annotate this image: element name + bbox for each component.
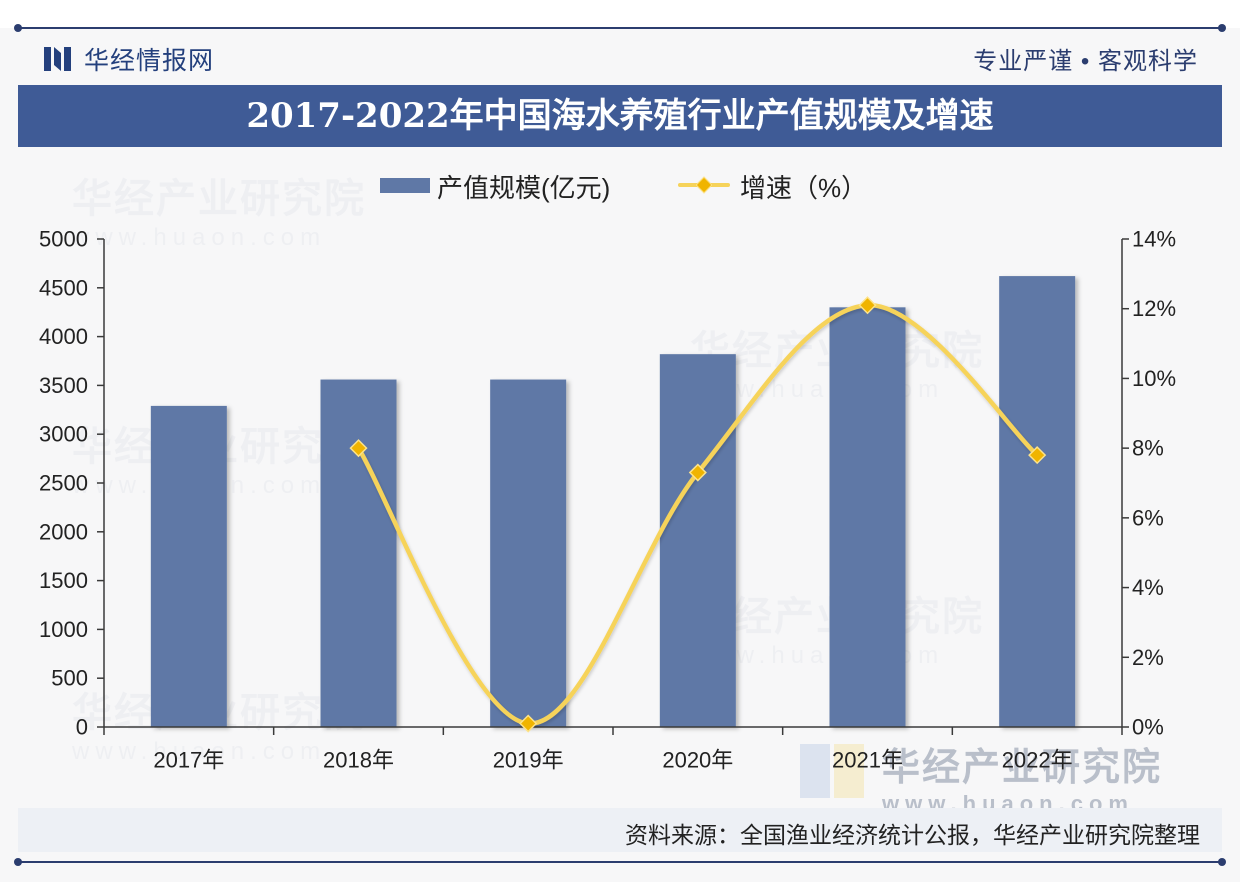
- growth-marker-4: [858, 296, 877, 315]
- output-bar-1: [320, 379, 397, 727]
- y-right-tick-label: 8%: [1132, 436, 1164, 461]
- y-right-tick-label: 10%: [1132, 366, 1176, 391]
- x-tick-label: 2017年: [153, 748, 224, 773]
- y-left-tick-label: 0: [76, 715, 88, 740]
- y-left-tick-label: 3000: [39, 422, 88, 447]
- y-left-tick-label: 1500: [39, 568, 88, 593]
- y-left-tick-label: 4500: [39, 275, 88, 300]
- bottom-rule: [14, 858, 1226, 866]
- growth-marker-1: [349, 439, 368, 458]
- legend-bar-swatch: [380, 178, 430, 193]
- y-right-tick-label: 14%: [1132, 227, 1176, 252]
- output-bar-2: [490, 379, 567, 727]
- chart-legend: 产值规模(亿元) 增速（%）: [0, 165, 1240, 205]
- x-tick-label: 2018年: [323, 748, 394, 773]
- legend-label-output: 产值规模(亿元): [437, 173, 611, 203]
- growth-marker-5: [1028, 446, 1047, 465]
- brand-slogan: 专业严谨 • 客观科学: [973, 48, 1198, 75]
- y-left-tick-label: 5000: [39, 227, 88, 252]
- growth-marker-2: [519, 714, 538, 733]
- y-right-tick-label: 12%: [1132, 296, 1176, 321]
- rule-dot: [1218, 858, 1226, 866]
- chart-plot: 0 500 1000 1500 2000 2500 3000 3500 4000 4500 5000…: [39, 227, 1176, 773]
- growth-series: [349, 296, 1047, 733]
- x-tick-label: 2021年: [832, 748, 903, 773]
- brand-name: 华经情报网: [84, 47, 215, 75]
- y-right-tick-label: 0%: [1132, 715, 1164, 740]
- brand-logo-icon: [44, 45, 72, 73]
- y-left-tick-label: 4000: [39, 324, 88, 349]
- y-right-tick-label: 6%: [1132, 505, 1164, 530]
- legend-label-growth: 增速（%）: [740, 173, 868, 203]
- top-rule: [14, 24, 1226, 32]
- output-bar-4: [829, 307, 906, 727]
- y-right-tick-label: 4%: [1132, 575, 1164, 600]
- output-bars: [150, 276, 1076, 727]
- rule-dot: [14, 24, 22, 32]
- output-bar-5: [999, 276, 1076, 727]
- y-left-tick-label: 1000: [39, 617, 88, 642]
- output-bar-0: [150, 405, 227, 727]
- rule-dot: [14, 858, 22, 866]
- source-note: 资料来源：全国渔业经济统计公报，华经产业研究院整理: [625, 822, 1200, 848]
- y-left-tick-label: 500: [51, 666, 88, 691]
- y-left-tick-label: 2000: [39, 519, 88, 544]
- chart-title: 2017-2022年中国海水养殖行业产值规模及增速: [246, 96, 994, 136]
- x-tick-label: 2022年: [1002, 748, 1073, 773]
- axes: 0 500 1000 1500 2000 2500 3000 3500 4000 4500 5000…: [39, 227, 1176, 773]
- top-strip: [0, 0, 1240, 28]
- output-bar-3: [659, 354, 736, 727]
- y-left-tick-label: 2500: [39, 471, 88, 496]
- y-right-tick-label: 2%: [1132, 645, 1164, 670]
- source-footer: 资料来源：全国渔业经济统计公报，华经产业研究院整理: [18, 808, 1222, 852]
- x-tick-label: 2020年: [662, 748, 733, 773]
- growth-line: [356, 302, 1040, 726]
- rule-dot: [1218, 24, 1226, 32]
- title-banner: 2017-2022年中国海水养殖行业产值规模及增速: [18, 85, 1222, 147]
- y-left-tick-label: 3500: [39, 373, 88, 398]
- x-tick-label: 2019年: [493, 748, 564, 773]
- growth-marker-3: [688, 463, 707, 482]
